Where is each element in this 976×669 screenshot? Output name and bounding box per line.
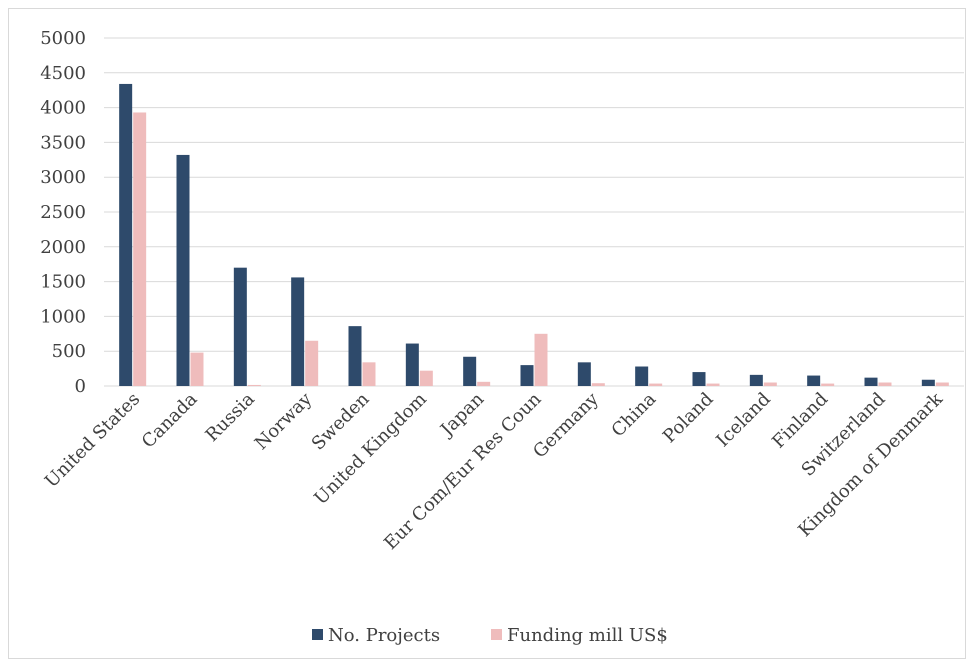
bar-funding xyxy=(821,383,835,386)
bar-projects xyxy=(520,365,534,386)
bar-funding xyxy=(247,384,261,386)
y-tick-label: 500 xyxy=(52,341,86,362)
bar-projects xyxy=(405,343,419,386)
x-category-label: Iceland xyxy=(712,389,775,452)
bar-projects xyxy=(233,267,247,386)
y-tick-label: 0 xyxy=(75,376,86,397)
bar-projects xyxy=(864,377,878,386)
bar-projects xyxy=(176,154,190,386)
x-category-label: Canada xyxy=(138,389,202,453)
y-tick-label: 1500 xyxy=(40,272,86,293)
bar-projects xyxy=(463,356,477,386)
bar-funding xyxy=(935,382,949,386)
bar-funding xyxy=(706,383,720,386)
y-tick-label: 2500 xyxy=(40,202,86,223)
x-category-label: Russia xyxy=(202,388,260,446)
bar-funding xyxy=(649,383,663,386)
bar-projects xyxy=(348,326,362,386)
x-category-label: United States xyxy=(41,389,144,492)
bar-funding xyxy=(534,333,548,386)
bar-funding xyxy=(419,370,433,386)
bar-funding xyxy=(190,352,204,386)
bar-projects xyxy=(692,372,706,386)
x-category-label: Poland xyxy=(659,389,718,448)
bar-projects xyxy=(291,277,305,386)
y-tick-label: 3000 xyxy=(40,167,86,188)
y-tick-label: 5000 xyxy=(40,28,86,49)
bar-projects xyxy=(749,374,763,386)
bar-funding xyxy=(305,340,319,386)
bar-funding xyxy=(763,382,777,386)
bar-projects xyxy=(577,362,591,386)
bar-funding xyxy=(878,382,892,386)
bars xyxy=(119,83,949,387)
x-category-label: Norway xyxy=(251,388,317,454)
x-category-label: China xyxy=(608,389,661,442)
y-tick-label: 2000 xyxy=(40,237,86,258)
bar-funding xyxy=(477,381,491,386)
y-tick-label: 4500 xyxy=(40,63,86,84)
legend-label: Funding mill US$ xyxy=(507,625,668,646)
bar-projects xyxy=(807,375,821,386)
y-tick-label: 3500 xyxy=(40,132,86,153)
legend: No. Projects Funding mill US$ xyxy=(312,625,668,646)
bar-projects xyxy=(921,379,935,386)
legend-label: No. Projects xyxy=(328,625,440,646)
bar-projects xyxy=(119,83,133,386)
x-category-label: Japan xyxy=(435,388,488,441)
y-axis-ticks: 0 500 1000 1500 2000 2500 3000 3500 4000 4500 5000 xyxy=(40,28,86,397)
legend-swatch xyxy=(491,629,502,640)
bar-projects xyxy=(635,366,649,386)
bar-funding xyxy=(133,112,147,387)
x-category-label: United Kingdom xyxy=(310,389,430,509)
bar-funding xyxy=(362,362,376,386)
bar-funding xyxy=(591,383,605,386)
y-tick-label: 1000 xyxy=(40,306,86,327)
chart-frame xyxy=(8,8,966,659)
legend-swatch xyxy=(312,629,323,640)
y-tick-label: 4000 xyxy=(40,98,86,119)
gridlines xyxy=(104,37,964,387)
